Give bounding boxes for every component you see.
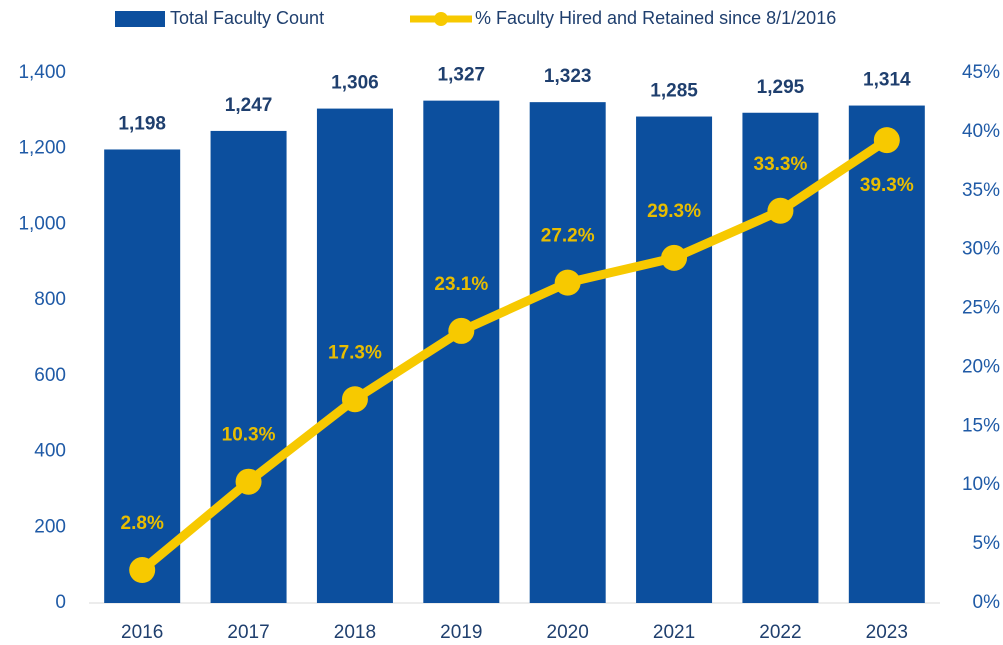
bar (529, 102, 606, 604)
bar-value-label: 1,247 (225, 95, 273, 116)
bar (104, 149, 181, 603)
x-tick-label: 2016 (121, 622, 163, 643)
line-marker (235, 468, 262, 495)
y-tick-label: 200 (34, 516, 66, 537)
y-tick-label: 0 (55, 592, 66, 613)
legend-label: Total Faculty Count (170, 8, 324, 28)
legend-label: % Faculty Hired and Retained since 8/1/2… (475, 8, 836, 28)
legend-swatch-bars (115, 11, 165, 27)
line-marker (129, 557, 156, 584)
line-value-label: 39.3% (860, 175, 914, 196)
line-value-label: 33.3% (754, 154, 808, 175)
y2-tick-label: 20% (962, 356, 1000, 377)
x-tick-label: 2018 (334, 622, 376, 643)
line-marker (873, 127, 900, 154)
line-value-label: 29.3% (647, 201, 701, 222)
y2-tick-label: 15% (962, 415, 1000, 436)
line-marker (554, 269, 581, 296)
y2-tick-label: 10% (962, 474, 1000, 495)
y2-tick-label: 25% (962, 298, 1000, 319)
line-marker (341, 386, 368, 413)
y-tick-label: 800 (34, 289, 66, 310)
line-value-label: 17.3% (328, 342, 382, 363)
line-value-label: 23.1% (434, 274, 488, 295)
legend-swatch-marker (434, 12, 448, 26)
bar (742, 112, 819, 603)
y-tick-label: 400 (34, 441, 66, 462)
line-marker (448, 317, 475, 344)
y-tick-label: 1,000 (18, 213, 66, 234)
y-tick-label: 1,400 (18, 62, 66, 83)
bar (210, 130, 287, 603)
x-tick-label: 2017 (227, 622, 269, 643)
bar (636, 116, 713, 604)
line (139, 136, 890, 574)
line-value-label: 27.2% (541, 226, 595, 247)
y-tick-label: 600 (34, 365, 66, 386)
bar-value-label: 1,295 (757, 77, 805, 98)
x-tick-label: 2019 (440, 622, 482, 643)
y-tick-label: 1,200 (18, 138, 66, 159)
y2-tick-label: 5% (973, 533, 1001, 554)
bar-value-label: 1,327 (438, 65, 486, 86)
bar-value-label: 1,198 (118, 113, 166, 134)
x-tick-label: 2020 (547, 622, 589, 643)
bar (848, 105, 925, 604)
y2-tick-label: 0% (973, 592, 1001, 613)
y2-tick-label: 45% (962, 62, 1000, 83)
x-tick-label: 2023 (866, 622, 908, 643)
line-value-label: 2.8% (121, 513, 164, 534)
bar-value-label: 1,323 (544, 66, 592, 87)
line-marker (767, 197, 794, 224)
bar-value-label: 1,314 (863, 70, 911, 91)
x-tick-label: 2021 (653, 622, 695, 643)
bar-value-label: 1,306 (331, 73, 379, 94)
y2-tick-label: 30% (962, 239, 1000, 260)
line-value-label: 10.3% (222, 425, 276, 446)
y2-tick-label: 35% (962, 180, 1000, 201)
y2-tick-label: 40% (962, 121, 1000, 142)
x-tick-label: 2022 (759, 622, 801, 643)
bar (316, 108, 393, 603)
bar-value-label: 1,285 (650, 81, 698, 102)
line-marker (661, 244, 688, 271)
